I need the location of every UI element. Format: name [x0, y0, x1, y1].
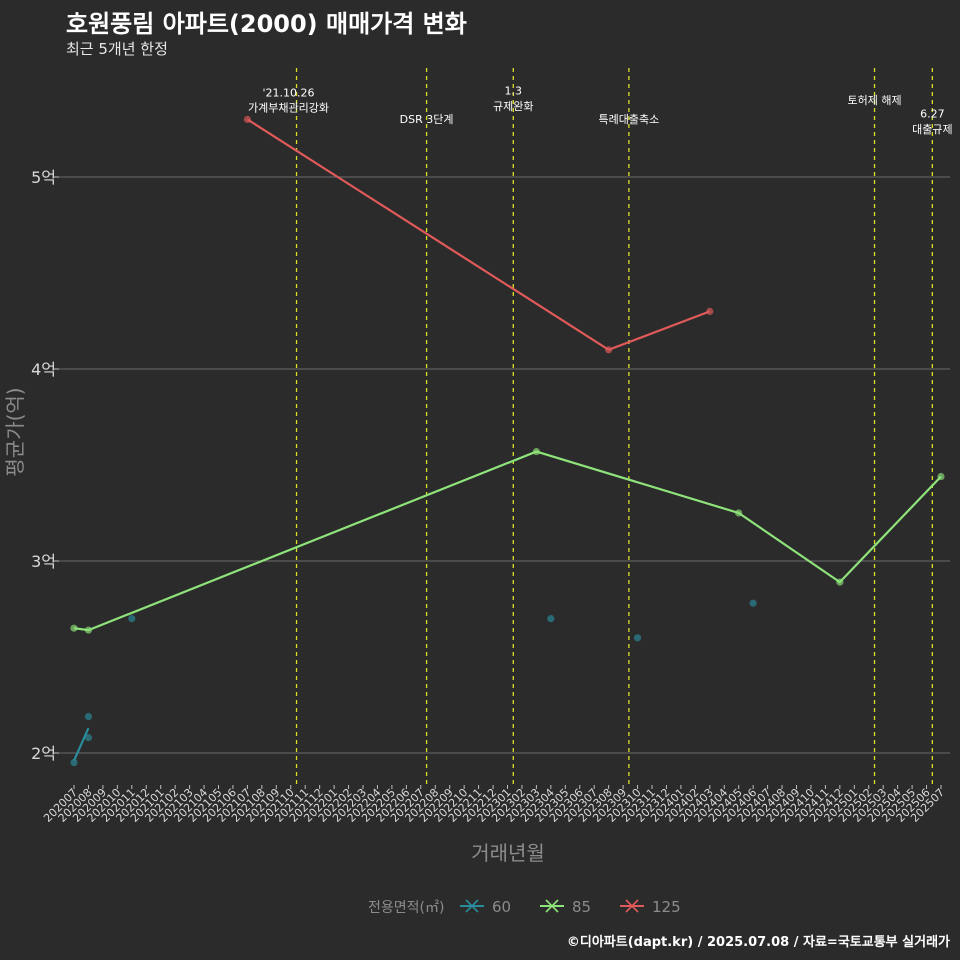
event-label: 토허제 해제 — [847, 93, 901, 107]
data-point — [70, 624, 78, 632]
legend: 전용면적(㎡) 60 85 125 — [368, 898, 681, 916]
y-tick-label: 4억 — [31, 360, 56, 379]
series-85 — [70, 447, 945, 634]
chart-subtitle: 최근 5개년 한정 — [66, 40, 168, 58]
event-label: 대출규제 — [912, 123, 952, 136]
data-point — [547, 615, 555, 623]
series-125 — [243, 115, 714, 354]
series-60 — [70, 599, 757, 767]
legend-swatch-cross — [545, 899, 559, 913]
source-caption: ©디아파트(dapt.kr) / 2025.07.08 / 자료=국토교통부 실… — [566, 935, 950, 950]
event-label: DSR 3단계 — [400, 113, 454, 126]
event-label: 규제완화 — [493, 100, 533, 113]
data-point — [706, 307, 714, 315]
data-point — [749, 599, 757, 607]
series-line-125 — [246, 118, 711, 352]
legend-title: 전용면적(㎡) — [368, 900, 444, 916]
y-tick-label: 5억 — [31, 168, 56, 187]
legend-label: 125 — [652, 898, 681, 916]
legend-swatch-cross — [465, 899, 479, 913]
data-point — [243, 115, 251, 123]
data-point — [84, 734, 93, 742]
series-line-60 — [72, 727, 90, 762]
legend-swatch-cross — [625, 899, 639, 913]
event-label: 가계부채관리강화 — [248, 102, 329, 115]
data-point — [633, 634, 642, 642]
y-tick-label: 2억 — [31, 744, 56, 763]
y-axis-title: 평균가(억) — [3, 387, 27, 476]
data-point — [84, 626, 93, 634]
data-point — [84, 712, 93, 721]
grid — [59, 176, 950, 754]
event-label: 특례대출축소 — [599, 113, 660, 126]
series — [70, 115, 945, 767]
data-point — [70, 759, 78, 767]
data-point — [735, 509, 743, 517]
legend-item-60: 60 — [460, 898, 511, 916]
series-line-85 — [73, 450, 942, 632]
data-point — [128, 615, 136, 623]
x-axis-title: 거래년월 — [471, 841, 545, 865]
legend-label: 85 — [572, 898, 591, 916]
event-label: '21.10.26 — [263, 86, 315, 99]
legend-item-85: 85 — [540, 898, 591, 916]
event-label: 6.27 — [920, 107, 945, 120]
x-axis: 2020072020082020092020102020112020122021… — [41, 785, 947, 825]
data-point — [532, 447, 541, 456]
event-label: 1.3 — [505, 84, 523, 97]
chart-title: 호원풍림 아파트(2000) 매매가격 변화 — [66, 10, 467, 38]
y-tick-label: 3억 — [31, 552, 56, 571]
data-point — [836, 578, 844, 586]
y-axis: 2억 3억 4억 5억 — [31, 168, 59, 763]
data-point — [937, 472, 945, 481]
data-point — [605, 346, 613, 354]
legend-label: 60 — [492, 898, 511, 916]
legend-item-125: 125 — [620, 898, 681, 916]
